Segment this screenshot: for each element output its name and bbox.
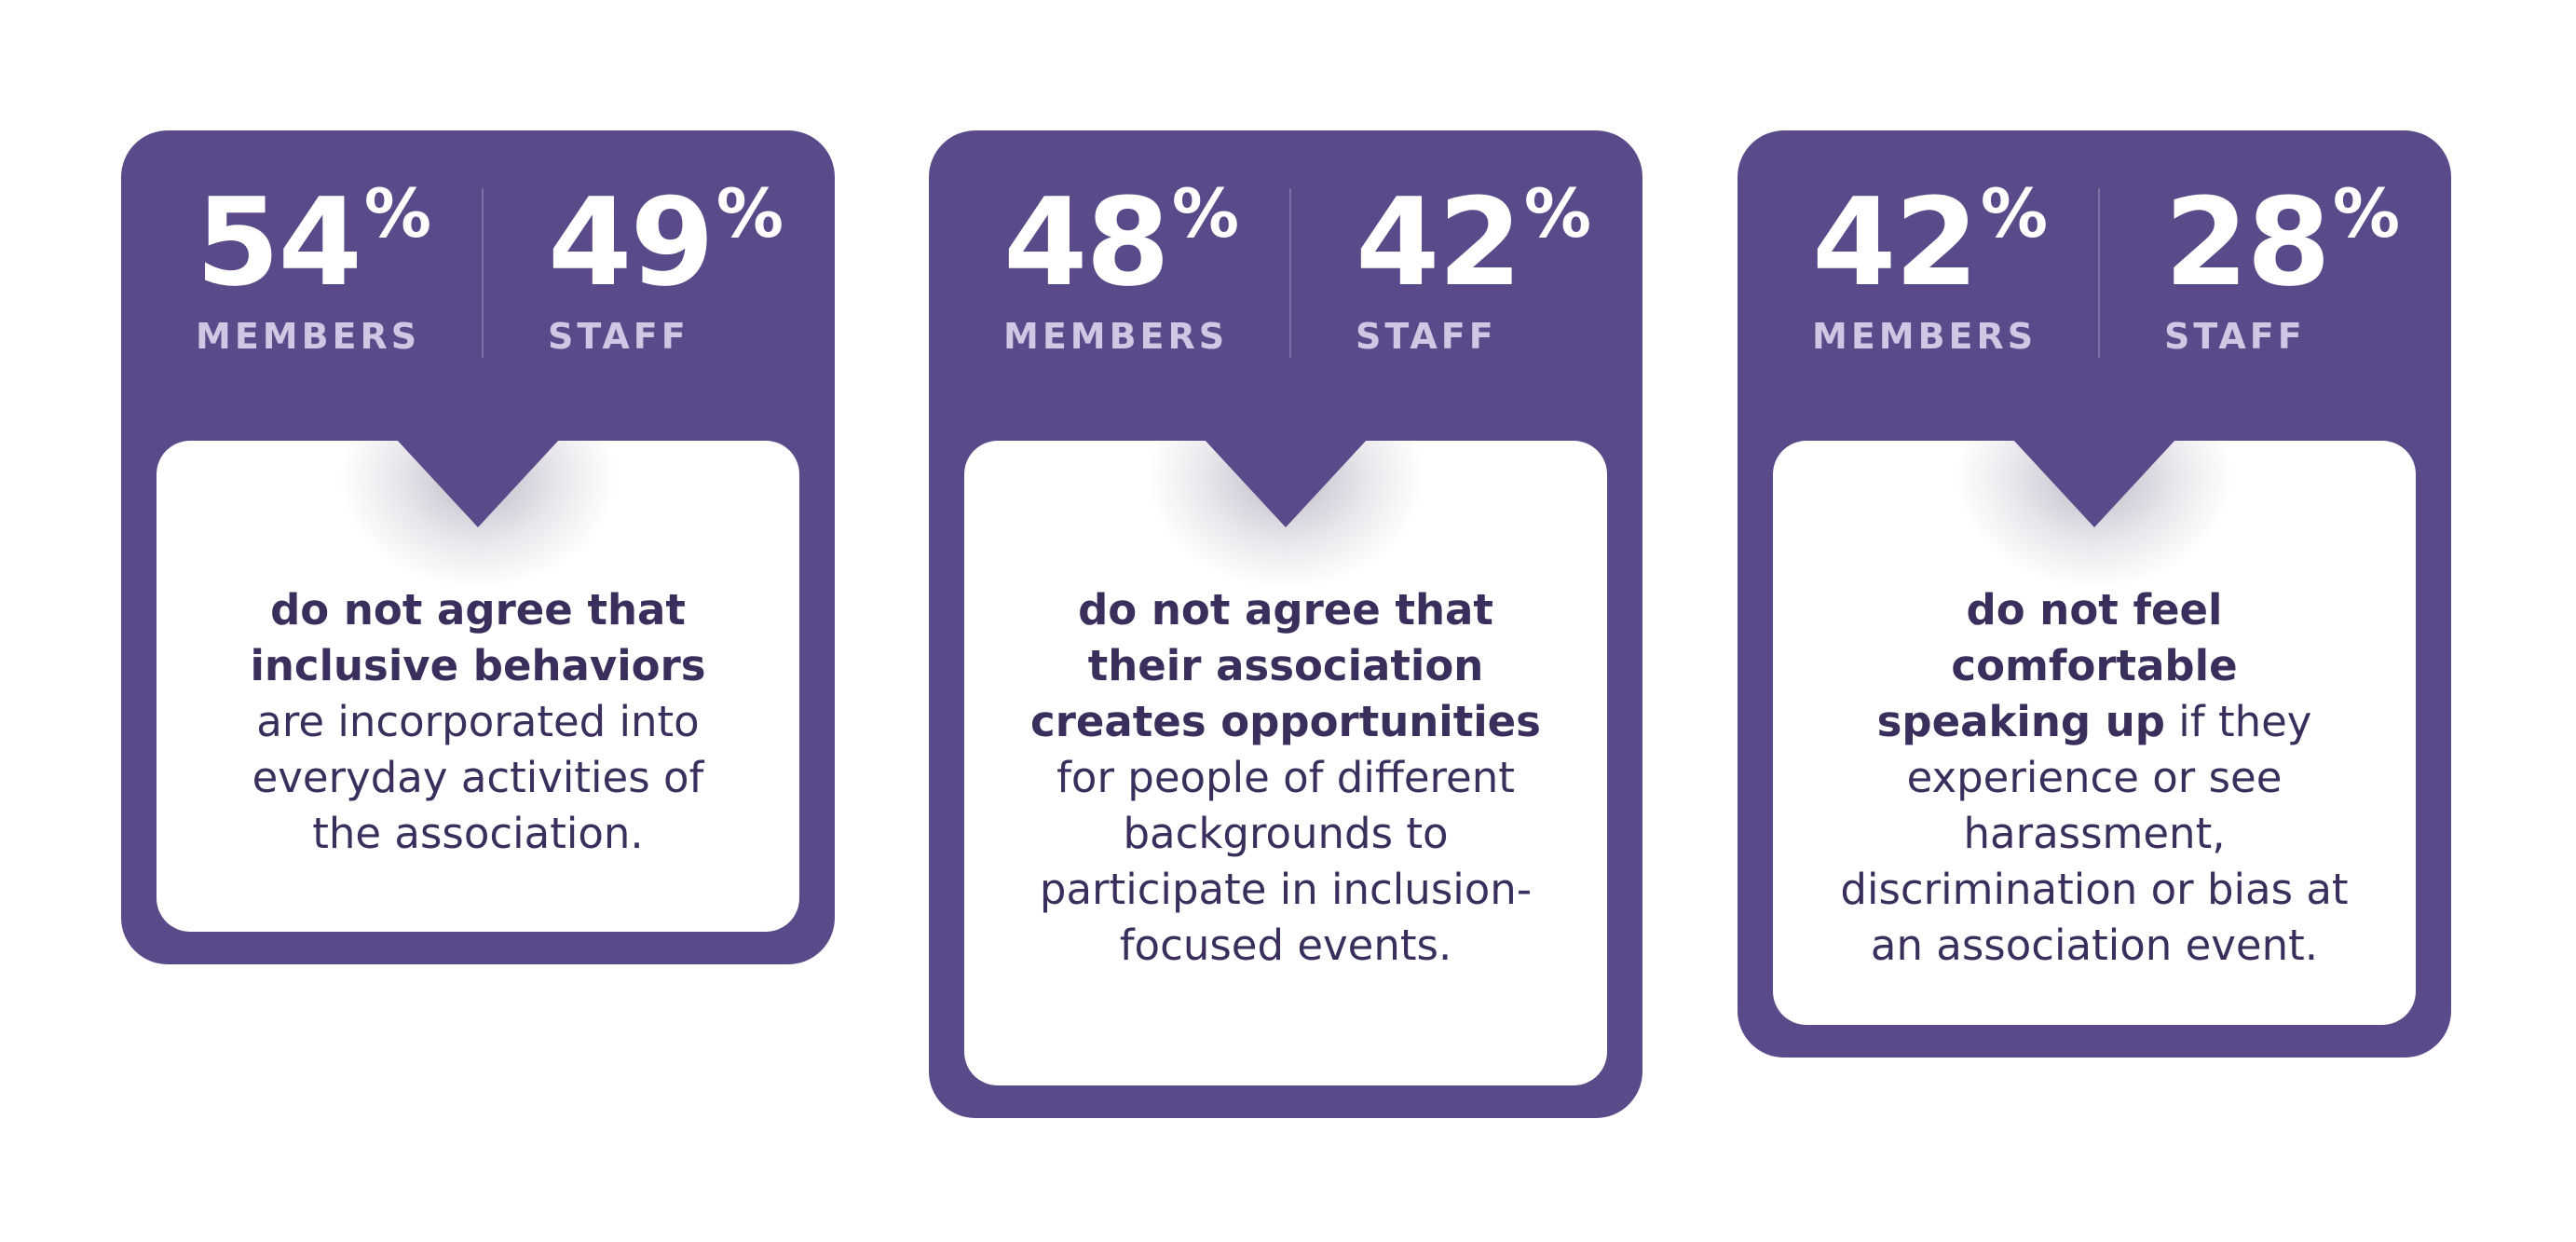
stat-divider bbox=[482, 188, 484, 358]
description-panel: do not feel comfortable speaking up if t… bbox=[1773, 441, 2416, 1025]
staff-percentage-value: 42 bbox=[1356, 171, 1522, 313]
description-panel: do not agree that inclusive behaviors ar… bbox=[157, 441, 799, 932]
percent-sign: % bbox=[1523, 174, 1592, 252]
stat-divider bbox=[2098, 188, 2100, 358]
description-text: are incorporated into everyday activitie… bbox=[252, 697, 704, 858]
percent-sign: % bbox=[1980, 174, 2049, 252]
description-text: if they experience or see harassment, di… bbox=[1840, 697, 2349, 970]
members-stat: 42% MEMBERS bbox=[1812, 171, 2049, 357]
description-emphasis: do not feel comfortable speaking up bbox=[1876, 585, 2238, 746]
pointer-notch bbox=[396, 441, 560, 527]
staff-label: STAFF bbox=[1356, 316, 1497, 357]
pointer-notch bbox=[1204, 441, 1368, 527]
staff-label: STAFF bbox=[548, 316, 689, 357]
stat-card-creates-opportunities: 48% MEMBERS 42% STAFF do not agree that … bbox=[929, 130, 1642, 1118]
members-percentage-value: 48 bbox=[1003, 171, 1170, 313]
stat-divider bbox=[1289, 188, 1291, 358]
members-label: MEMBERS bbox=[1003, 316, 1229, 357]
description-emphasis: do not agree that their association crea… bbox=[1030, 585, 1541, 746]
stat-card-speaking-up: 42% MEMBERS 28% STAFF do not feel comfor… bbox=[1738, 130, 2451, 1058]
stat-description: do not agree that inclusive behaviors ar… bbox=[222, 582, 734, 862]
members-stat: 48% MEMBERS bbox=[1003, 171, 1240, 357]
staff-stat: 49% STAFF bbox=[548, 171, 784, 357]
percent-sign: % bbox=[2332, 174, 2401, 252]
pointer-notch bbox=[2012, 441, 2176, 527]
members-label: MEMBERS bbox=[196, 316, 421, 357]
staff-stat: 42% STAFF bbox=[1356, 171, 1592, 357]
staff-percentage-value: 49 bbox=[548, 171, 715, 313]
description-panel: do not agree that their association crea… bbox=[964, 441, 1607, 1085]
percent-sign: % bbox=[1171, 174, 1240, 252]
members-label: MEMBERS bbox=[1812, 316, 2038, 357]
stat-description: do not agree that their association crea… bbox=[1029, 582, 1542, 974]
members-percentage-value: 42 bbox=[1812, 171, 1979, 313]
staff-stat: 28% STAFF bbox=[2164, 171, 2401, 357]
members-stat: 54% MEMBERS bbox=[196, 171, 432, 357]
stat-description: do not feel comfortable speaking up if t… bbox=[1838, 582, 2351, 974]
percent-sign: % bbox=[716, 174, 784, 252]
description-emphasis: do not agree that inclusive behaviors bbox=[250, 585, 706, 690]
stat-card-inclusive-behaviors: 54% MEMBERS 49% STAFF do not agree that … bbox=[121, 130, 835, 964]
members-percentage-value: 54 bbox=[196, 171, 362, 313]
staff-label: STAFF bbox=[2164, 316, 2306, 357]
staff-percentage-value: 28 bbox=[2164, 171, 2331, 313]
description-text: for people of different backgrounds to p… bbox=[1039, 753, 1533, 970]
percent-sign: % bbox=[363, 174, 432, 252]
